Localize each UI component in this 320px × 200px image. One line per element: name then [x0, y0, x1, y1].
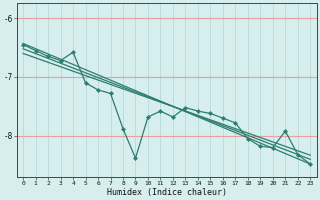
X-axis label: Humidex (Indice chaleur): Humidex (Indice chaleur)	[107, 188, 227, 197]
